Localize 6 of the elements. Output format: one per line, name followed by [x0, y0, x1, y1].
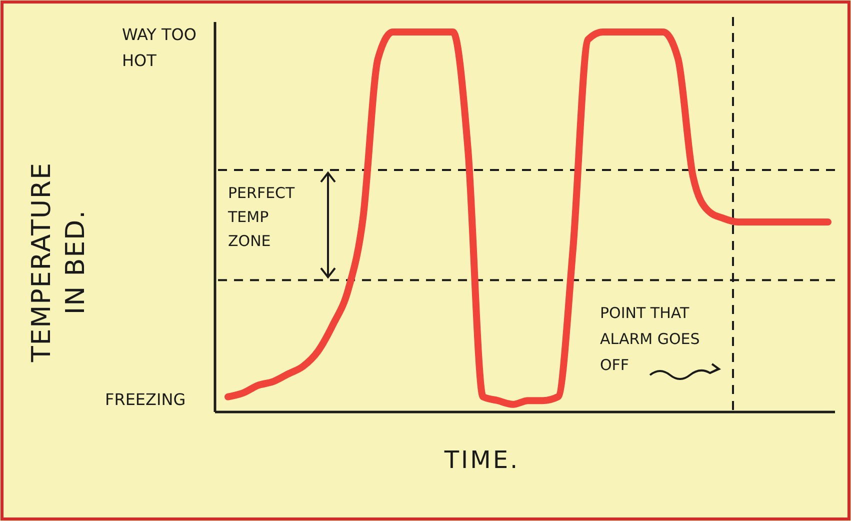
text: WAY TOO HOT: [122, 25, 196, 70]
annotation: PERFECT TEMP ZONE: [227, 184, 296, 250]
x-axis-title: TIME.: [443, 446, 520, 474]
y-axis-title: TEMPERATURE IN BED.: [27, 162, 91, 364]
annotation: POINT THAT ALARM GOES OFF: [600, 304, 700, 374]
text: FREEZING: [105, 390, 186, 409]
